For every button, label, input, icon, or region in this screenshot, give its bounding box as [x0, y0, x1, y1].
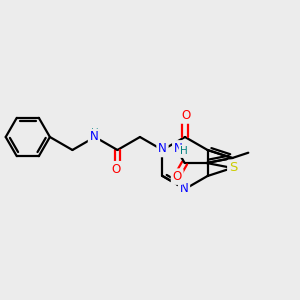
- Text: N: N: [174, 142, 182, 155]
- Text: O: O: [182, 109, 190, 122]
- Text: O: O: [172, 170, 182, 183]
- Text: O: O: [112, 163, 121, 176]
- Text: N: N: [90, 130, 98, 143]
- Text: S: S: [229, 161, 237, 175]
- Text: N: N: [180, 182, 188, 196]
- Text: N: N: [158, 142, 167, 155]
- Text: H: H: [91, 128, 99, 138]
- Text: H: H: [180, 146, 188, 156]
